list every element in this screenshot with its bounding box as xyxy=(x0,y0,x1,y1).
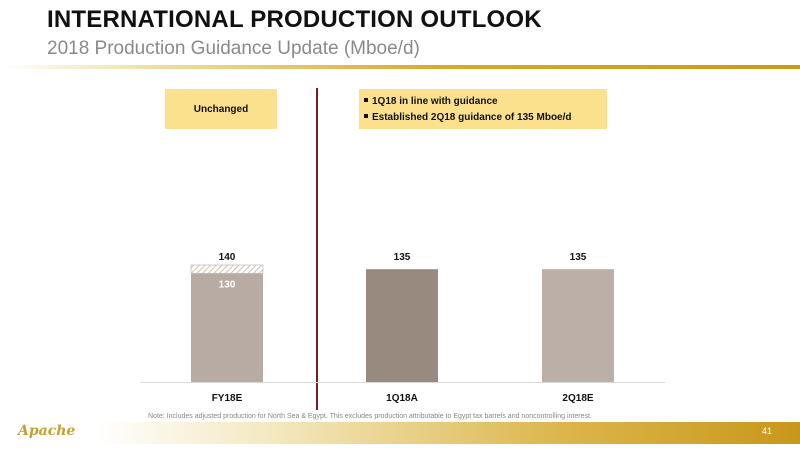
page-number: 41 xyxy=(761,426,772,436)
bullet-icon xyxy=(364,98,368,102)
unchanged-label: Unchanged xyxy=(193,103,249,115)
page-title: INTERNATIONAL PRODUCTION OUTLOOK xyxy=(47,6,542,33)
bar-2q18e xyxy=(542,269,614,382)
bar-inner-label: 130 xyxy=(219,279,236,290)
note-item: Established 2Q18 guidance of 135 Mboe/d xyxy=(364,110,607,126)
bar-hatched-extension xyxy=(190,264,264,274)
bullet-icon xyxy=(364,114,368,118)
data-label: 135 xyxy=(394,252,411,263)
notes-callout: 1Q18 in line with guidance Established 2… xyxy=(359,89,607,129)
bar-fy18e xyxy=(191,273,263,382)
x-tick-label: 1Q18A xyxy=(386,393,418,404)
x-tick-label: FY18E xyxy=(212,393,243,404)
note-text: Established 2Q18 guidance of 135 Mboe/d xyxy=(372,112,572,123)
footer-band xyxy=(0,422,800,444)
footnote: Note: Includes adjusted production for N… xyxy=(148,413,592,420)
data-label: 135 xyxy=(570,252,587,263)
data-label: 140 xyxy=(219,252,236,263)
page-subtitle: 2018 Production Guidance Update (Mboe/d) xyxy=(47,38,420,59)
note-text: 1Q18 in line with guidance xyxy=(372,96,498,107)
unchanged-callout: Unchanged xyxy=(165,89,277,129)
apache-logo: Apache xyxy=(18,423,76,439)
chart-divider xyxy=(316,88,318,410)
x-tick-label: 2Q18E xyxy=(562,393,593,404)
bar-1q18a xyxy=(366,269,438,382)
note-item: 1Q18 in line with guidance xyxy=(364,94,607,110)
title-rule xyxy=(0,65,800,69)
